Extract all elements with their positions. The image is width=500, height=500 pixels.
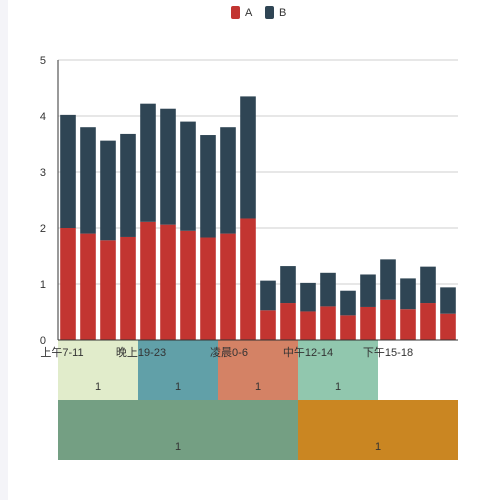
group-band-cell — [138, 340, 218, 400]
bar-a-12[interactable] — [280, 303, 296, 340]
x-tick-label: 晚上19-23 — [116, 346, 166, 359]
y-tick-label: 5 — [40, 55, 46, 67]
y-tick-label: 2 — [40, 223, 46, 235]
bar-b-15[interactable] — [340, 290, 356, 316]
bar-a-15[interactable] — [340, 315, 356, 340]
group-band-cell — [58, 340, 138, 400]
bar-b-20[interactable] — [440, 287, 456, 314]
group-band-label: 1 — [255, 381, 261, 393]
bar-a-2[interactable] — [80, 233, 96, 340]
bar-b-2[interactable] — [80, 127, 96, 234]
y-tick-label: 0 — [40, 335, 46, 347]
legend-item-b[interactable]: B — [265, 6, 286, 19]
bar-b-19[interactable] — [420, 266, 436, 304]
bar-a-4[interactable] — [120, 236, 136, 340]
bar-b-12[interactable] — [280, 266, 296, 304]
bar-a-3[interactable] — [100, 240, 116, 340]
y-tick-label: 4 — [40, 111, 46, 123]
bar-b-9[interactable] — [220, 127, 236, 234]
bar-b-11[interactable] — [260, 280, 276, 311]
bar-b-17[interactable] — [380, 259, 396, 300]
group-band-label: 1 — [375, 441, 381, 453]
group-band-cell — [218, 340, 298, 400]
bar-a-5[interactable] — [140, 221, 156, 340]
x-tick-label: 凌晨0-6 — [210, 345, 248, 359]
group-band-label: 1 — [335, 381, 341, 393]
legend-swatch — [265, 6, 274, 19]
x-tick-label: 下午15-18 — [363, 346, 413, 359]
bar-b-13[interactable] — [300, 282, 316, 312]
bar-b-3[interactable] — [100, 140, 116, 241]
bar-a-17[interactable] — [380, 299, 396, 340]
bar-b-4[interactable] — [120, 133, 136, 237]
bar-a-20[interactable] — [440, 313, 456, 340]
bar-a-13[interactable] — [300, 311, 316, 340]
legend-label: B — [279, 7, 286, 19]
group-band-cell — [58, 400, 298, 460]
legend-item-a[interactable]: A — [231, 6, 253, 19]
bar-b-7[interactable] — [180, 121, 196, 231]
bar-a-19[interactable] — [420, 303, 436, 340]
bar-b-6[interactable] — [160, 108, 176, 225]
bar-a-10[interactable] — [240, 218, 256, 340]
group-band-cell — [298, 340, 378, 400]
group-band-cell — [298, 400, 458, 460]
bar-a-14[interactable] — [320, 306, 336, 340]
bar-a-1[interactable] — [60, 228, 76, 340]
y-tick-label: 3 — [40, 167, 46, 179]
y-axis: 0 1 2 3 4 5 — [40, 55, 59, 347]
bar-a-16[interactable] — [360, 306, 376, 340]
bar-a-6[interactable] — [160, 224, 176, 340]
bar-a-18[interactable] — [400, 309, 416, 340]
legend-label: A — [245, 7, 253, 19]
bar-b-8[interactable] — [200, 135, 216, 238]
bar-a-9[interactable] — [220, 233, 236, 340]
grid-lines — [58, 59, 458, 285]
bar-a-8[interactable] — [200, 237, 216, 340]
x-tick-label: 中午12-14 — [283, 346, 333, 359]
bar-a-11[interactable] — [260, 310, 276, 340]
bar-b-16[interactable] — [360, 274, 376, 307]
bar-b-10[interactable] — [240, 96, 256, 219]
bar-b-14[interactable] — [320, 272, 336, 307]
group-band-label: 1 — [175, 381, 181, 393]
bar-a-7[interactable] — [180, 230, 196, 340]
bars — [60, 96, 456, 340]
x-axis: 上午7-11 晚上19-23 凌晨0-6 中午12-14 下午15-18 — [40, 339, 458, 359]
group-band-label: 1 — [175, 441, 181, 453]
category-group-bands: 1 1 1 1 1 1 — [58, 340, 458, 460]
x-tick-label: 上午7-11 — [40, 346, 83, 359]
bar-b-5[interactable] — [140, 103, 156, 222]
legend-swatch — [231, 6, 240, 19]
bar-b-1[interactable] — [60, 114, 76, 228]
y-tick-label: 1 — [40, 279, 46, 291]
bar-b-18[interactable] — [400, 278, 416, 310]
group-band-label: 1 — [95, 381, 101, 393]
